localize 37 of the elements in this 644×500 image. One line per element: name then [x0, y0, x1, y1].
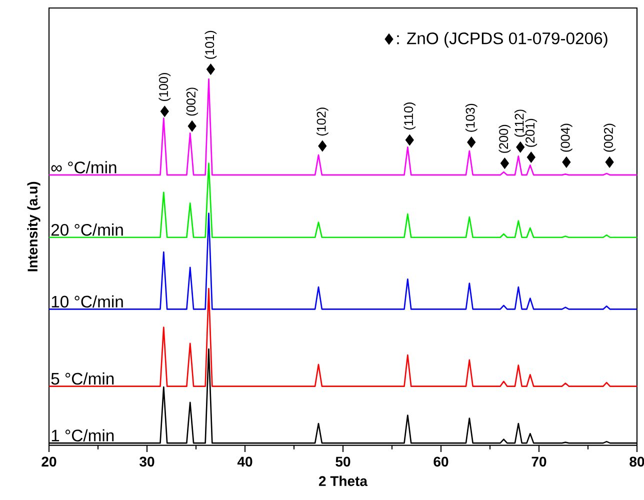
x-tick-label: 80 [630, 456, 644, 467]
point [318, 140, 327, 152]
annotation: (110) [404, 102, 416, 130]
point [526, 152, 536, 163]
x-tick-label: 70 [532, 456, 546, 467]
point [206, 64, 215, 75]
annotation: (101) [204, 30, 217, 59]
annotation: (112) [514, 110, 526, 137]
x-tick-label: 60 [434, 456, 448, 467]
annotation: (201) [525, 118, 538, 147]
point [562, 156, 571, 168]
point [160, 106, 169, 118]
legend-label: : ZnO (JCPDS 01-079-0206) [397, 32, 608, 48]
x-tick-label: 40 [237, 456, 252, 467]
x-tick-label: 30 [140, 456, 154, 467]
annotation: (002) [186, 88, 198, 116]
annotation: (102) [316, 108, 328, 136]
x-tick-label: 20 [42, 456, 56, 467]
annotation: (100) [158, 73, 171, 102]
point [467, 136, 476, 148]
x-axis-title: 2 Theta [318, 476, 368, 486]
point [405, 134, 414, 146]
series-label: ∞ °C/min [51, 161, 116, 174]
annotation: (103) [465, 104, 478, 132]
x-tick-label: 50 [336, 456, 350, 467]
annotation: (200) [498, 124, 511, 153]
point [605, 156, 614, 168]
series-label: 5 °C/min [51, 372, 114, 385]
y-axis-title: Intensity (a.u) [27, 182, 40, 272]
series-label: 20 °C/min [51, 224, 123, 236]
series-label: 1 °C/min [52, 429, 114, 442]
annotation: (004) [560, 124, 572, 152]
point [188, 120, 196, 132]
series-label: 10 °C/min [52, 295, 123, 308]
point [516, 142, 525, 153]
point [500, 158, 509, 169]
annotation: (002) [604, 124, 616, 152]
